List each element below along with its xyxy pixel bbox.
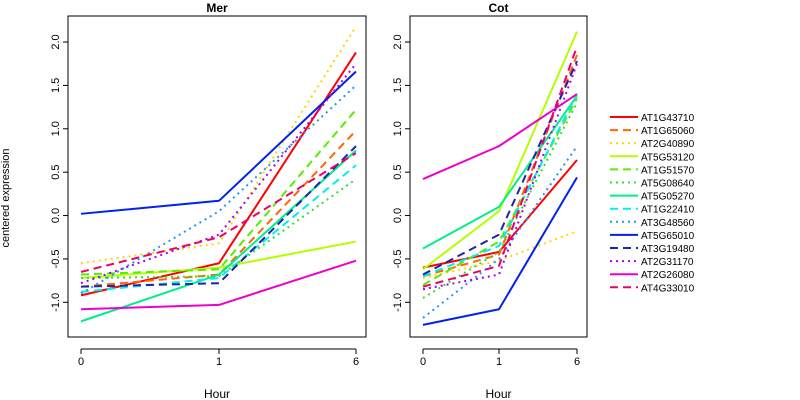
legend-item-at5g05270: AT5G05270 [610,192,695,203]
legend-item-at1g65060: AT1G65060 [610,126,695,137]
series-line-at1g65060 [422,54,578,278]
legend-label: AT1G65060 [641,126,695,137]
y-tick-label: 1.5 [50,78,62,93]
y-tick-label: 1.0 [50,121,62,136]
legend-item-at5g65010: AT5G65010 [610,231,695,242]
y-tick-label: -1.0 [50,293,62,312]
series-line-at4g33010 [80,152,357,273]
legend-label: AT1G43710 [641,113,695,124]
series-line-at2g26080 [422,93,578,181]
y-tick-label: -1.0 [392,293,404,312]
legend-item-at3g19480: AT3G19480 [610,244,695,255]
y-tick-label: 1.5 [392,78,404,93]
plot-frame [67,15,367,338]
legend-label: AT5G08640 [641,179,695,190]
series-line-at2g31170 [80,63,357,285]
y-tick-label: 0.5 [392,165,404,180]
legend-item-at2g40890: AT2G40890 [610,139,695,150]
legend-label: AT5G65010 [641,231,695,242]
series-line-at2g31170 [422,63,578,291]
x-tick-label: 0 [420,356,426,368]
legend-label: AT1G51570 [641,165,695,176]
y-tick-label: 2.0 [392,34,404,49]
y-tick-label: -0.5 [392,249,404,268]
series-line-at3g19480 [80,145,357,288]
legend-label: AT1G22410 [641,205,695,216]
series-line-at2g40890 [80,25,357,265]
chart-title: Mer [206,1,228,15]
legend-label: AT2G31170 [641,257,694,268]
series-line-at1g51570 [422,97,578,286]
series-line-at2g40890 [422,230,578,279]
x-tick-label: 1 [496,356,502,368]
y-tick-label: -0.5 [50,249,62,268]
y-tick-label: 0.5 [50,165,62,180]
series-line-at5g05270 [80,149,357,323]
chart-panel-mer: Mer -1.0 -0.5 0.0 0.5 1.0 1.5 2.0 0 1 6 Hour [50,1,367,400]
legend-item-at2g31170: AT2G31170 [610,257,694,268]
legend-label: AT5G05270 [641,192,695,203]
series-line-at1g22410 [422,93,578,278]
legend-label: AT4G33010 [641,283,695,294]
series-line-at1g22410 [80,164,357,293]
legend-item-at4g33010: AT4G33010 [610,283,695,294]
legend-label: AT3G48560 [641,218,695,229]
legend-label: AT2G40890 [641,139,695,150]
legend-item-at5g53120: AT5G53120 [610,152,695,163]
series-line-at5g65010 [422,176,578,326]
legend-label: AT3G19480 [641,244,695,255]
panels: Mer -1.0 -0.5 0.0 0.5 1.0 1.5 2.0 0 1 6 Hour Cot -1.0… [50,1,588,400]
series-line-at5g05270 [422,95,578,250]
series-line-at1g51570 [80,109,357,276]
series-line-at3g48560 [422,145,578,319]
x-tick-label: 6 [353,356,359,368]
series-line-at1g65060 [80,129,357,288]
plot-frame [409,15,588,338]
legend: AT1G43710 AT1G65060 AT2G40890 AT5G53120 AT1G… [610,113,695,294]
chart-panel-cot: Cot -1.0 -0.5 0.0 0.5 1.0 1.5 2.0 0 1 6 Hour [392,1,588,400]
legend-item-at1g22410: AT1G22410 [610,205,695,216]
y-axis-label: centered expression [0,148,12,247]
x-axis-label: Hour [204,387,230,400]
legend-item-at2g26080: AT2G26080 [610,270,695,281]
x-tick-label: 0 [78,356,84,368]
y-tick-label: 2.0 [50,34,62,49]
legend-item-at5g08640: AT5G08640 [610,179,695,190]
legend-label: AT5G53120 [641,152,695,163]
x-tick-label: 1 [216,356,222,368]
y-tick-label: 1.0 [392,121,404,136]
y-tick-label: 0.0 [392,208,404,223]
series-line-at2g26080 [80,259,357,311]
legend-label: AT2G26080 [641,270,695,281]
x-axis-label: Hour [485,387,511,400]
chart-title: Cot [489,1,509,15]
series-line-at4g33010 [422,46,578,288]
legend-item-at3g48560: AT3G48560 [610,218,695,229]
series-line-at5g53120 [422,31,578,271]
legend-item-at1g43710: AT1G43710 [610,113,695,124]
series-line-at5g08640 [80,178,357,280]
legend-item-at1g51570: AT1G51570 [610,165,695,176]
x-tick-label: 6 [574,356,580,368]
series-line-at5g53120 [80,240,357,280]
series-line-at5g08640 [422,102,578,299]
y-tick-label: 0.0 [50,208,62,223]
series-line-at5g65010 [80,70,357,215]
